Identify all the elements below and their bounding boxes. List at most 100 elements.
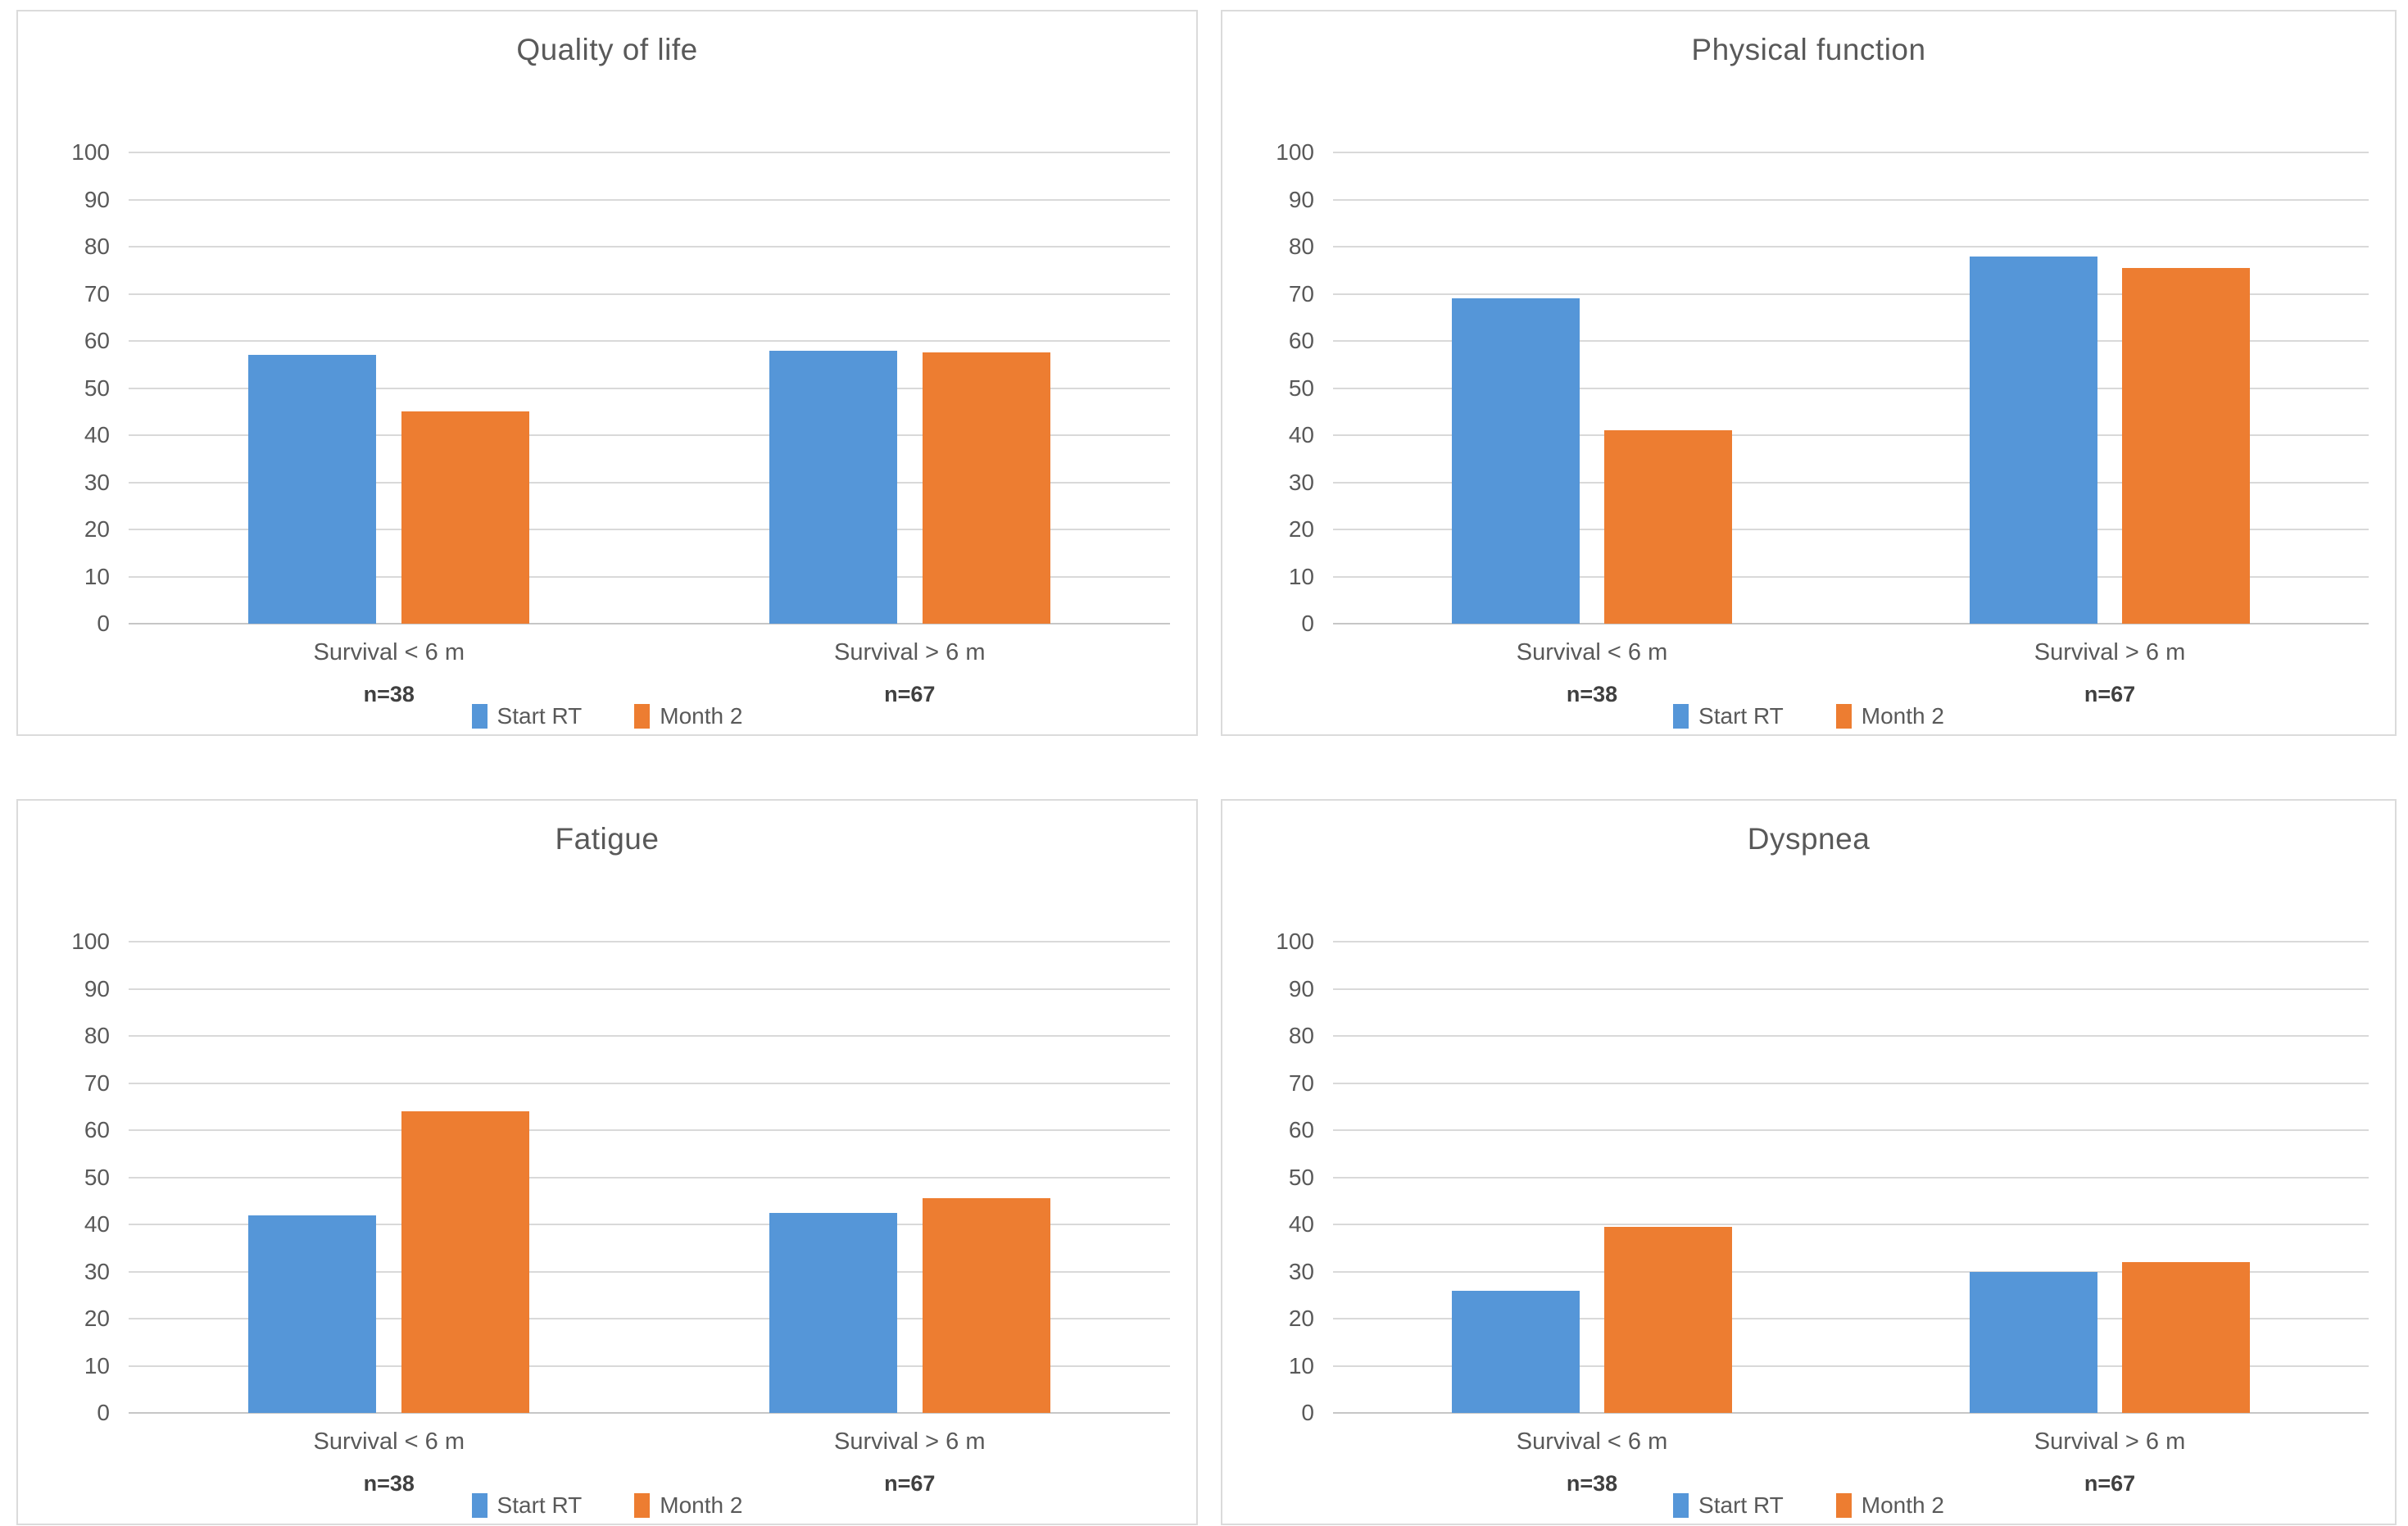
- legend-item-start-rt: Start RT: [471, 1492, 582, 1519]
- y-axis-tick-label: 100: [1276, 929, 1314, 954]
- gridline: [1333, 575, 2369, 578]
- legend-label: Start RT: [497, 703, 583, 729]
- legend: Start RT Month 2: [1222, 703, 2395, 729]
- gridline: [129, 529, 1170, 530]
- chart-panel-dyspnea: Dyspnea 100 90 80 70 60 50 40 30 20 10 0 Survival …: [1221, 799, 2397, 1525]
- start-rt-swatch-icon: [1673, 704, 1689, 729]
- y-axis-tick-label: 50: [1288, 1164, 1314, 1190]
- x-axis-labels: Survival < 6 m Survival > 6 m: [1333, 639, 2369, 672]
- gridline: [129, 246, 1170, 248]
- chart-title: Dyspnea: [1747, 822, 1871, 856]
- chart-title: Physical function: [1691, 33, 1926, 66]
- bar-start-rt-survival-gt-6m: [769, 350, 897, 624]
- legend-label: Month 2: [1861, 703, 1944, 729]
- y-axis-tick-label: 50: [84, 375, 110, 401]
- gridline: [1333, 1412, 2369, 1414]
- category-label: Survival > 6 m: [2034, 1428, 2186, 1455]
- y-axis-tick-label: 50: [1288, 375, 1314, 401]
- y-axis-tick-label: 100: [71, 929, 110, 954]
- sample-size-label: n=67: [884, 682, 936, 706]
- y-axis-tick-label: 80: [84, 234, 110, 259]
- gridline: [1333, 481, 2369, 484]
- y-axis-tick-label: 70: [84, 1070, 110, 1096]
- y-axis-tick-label: 40: [84, 1211, 110, 1237]
- x-axis-labels: Survival < 6 m Survival > 6 m: [129, 1428, 1170, 1461]
- y-axis-tick-label: 40: [1288, 1211, 1314, 1237]
- legend-item-month-2: Month 2: [1835, 1492, 1944, 1519]
- gridline: [129, 623, 1170, 624]
- y-axis-tick-label: 0: [97, 1400, 110, 1425]
- gridline: [1333, 1318, 2369, 1319]
- sample-size-label: n=67: [2084, 682, 2136, 706]
- y-axis-tick-label: 0: [97, 611, 110, 636]
- y-axis-tick-label: 20: [84, 1306, 110, 1331]
- y-axis: 100 90 80 70 60 50 40 30 20 10 0: [18, 930, 110, 1424]
- y-axis-tick-label: 70: [84, 280, 110, 307]
- bar-start-rt-survival-lt-6m: [248, 355, 377, 624]
- y-axis-tick-label: 80: [1288, 234, 1314, 259]
- category-label: Survival > 6 m: [833, 1428, 986, 1455]
- gridline: [1333, 1224, 2369, 1225]
- gridline: [129, 1129, 1170, 1131]
- y-axis-tick-label: 10: [84, 1352, 110, 1378]
- gridline: [129, 198, 1170, 201]
- gridline: [1333, 152, 2369, 153]
- gridline: [1333, 1129, 2369, 1131]
- sample-size-labels: n=38 n=67: [1333, 682, 2369, 715]
- y-axis-tick-label: 60: [84, 328, 110, 353]
- y-axis-tick-label: 0: [1301, 611, 1314, 636]
- y-axis-tick-label: 60: [84, 1117, 110, 1142]
- y-axis-tick-label: 100: [71, 139, 110, 165]
- gridline: [1333, 1035, 2369, 1037]
- x-axis-labels: Survival < 6 m Survival > 6 m: [129, 639, 1170, 672]
- y-axis-tick-label: 60: [1288, 1117, 1314, 1142]
- gridline: [1333, 941, 2369, 942]
- chart-panel-fatigue: Fatigue 100 90 80 70 60 50 40 30 20 10 0 Survival …: [16, 799, 1198, 1525]
- y-axis-tick-label: 10: [1288, 1352, 1314, 1378]
- sample-size-label: n=38: [363, 1471, 415, 1496]
- chart-title: Fatigue: [555, 822, 660, 856]
- sample-size-label: n=67: [884, 1471, 936, 1496]
- gridline: [129, 1082, 1170, 1084]
- gridline: [1333, 988, 2369, 990]
- legend: Start RT Month 2: [18, 703, 1196, 729]
- y-axis-tick-label: 90: [84, 186, 110, 212]
- gridline: [129, 1176, 1170, 1179]
- gridline: [129, 1035, 1170, 1037]
- legend-label: Start RT: [1698, 1492, 1784, 1518]
- plot-area: [129, 941, 1170, 1414]
- bar-month-2-survival-gt-6m: [2122, 1262, 2250, 1413]
- chart-title: Quality of life: [516, 33, 698, 66]
- x-axis-labels: Survival < 6 m Survival > 6 m: [1333, 1428, 2369, 1461]
- y-axis-tick-label: 10: [84, 563, 110, 589]
- legend-label: Start RT: [1698, 703, 1784, 729]
- y-axis-tick-label: 40: [84, 422, 110, 447]
- y-axis-tick-label: 20: [84, 516, 110, 542]
- gridline: [1333, 1270, 2369, 1273]
- bar-start-rt-survival-lt-6m: [1452, 298, 1580, 624]
- gridline: [1333, 340, 2369, 342]
- y-axis-tick-label: 30: [84, 469, 110, 495]
- y-axis-tick-label: 50: [84, 1164, 110, 1190]
- plot-area: [1333, 941, 2369, 1414]
- gridline: [129, 1365, 1170, 1367]
- legend-item-start-rt: Start RT: [1673, 703, 1784, 729]
- bar-month-2-survival-gt-6m: [922, 1198, 1050, 1413]
- chart-panel-quality-of-life: Quality of life 100 90 80 70 60 50 40 30 20 10 0 S…: [16, 10, 1198, 736]
- gridline: [1333, 198, 2369, 201]
- gridline: [1333, 387, 2369, 389]
- bar-start-rt-survival-gt-6m: [1970, 1271, 2097, 1413]
- category-label: Survival < 6 m: [313, 639, 465, 665]
- gridline: [129, 988, 1170, 990]
- y-axis-tick-label: 30: [84, 1258, 110, 1284]
- legend-item-month-2: Month 2: [634, 1492, 742, 1519]
- gridline: [1333, 434, 2369, 436]
- gridline: [129, 1224, 1170, 1225]
- bar-month-2-survival-gt-6m: [2122, 267, 2250, 624]
- legend-item-start-rt: Start RT: [471, 703, 583, 729]
- category-label: Survival < 6 m: [1516, 1428, 1668, 1455]
- y-axis-tick-label: 10: [1288, 563, 1314, 589]
- gridline: [1333, 529, 2369, 530]
- category-label: Survival > 6 m: [833, 639, 986, 665]
- gridline: [129, 481, 1170, 484]
